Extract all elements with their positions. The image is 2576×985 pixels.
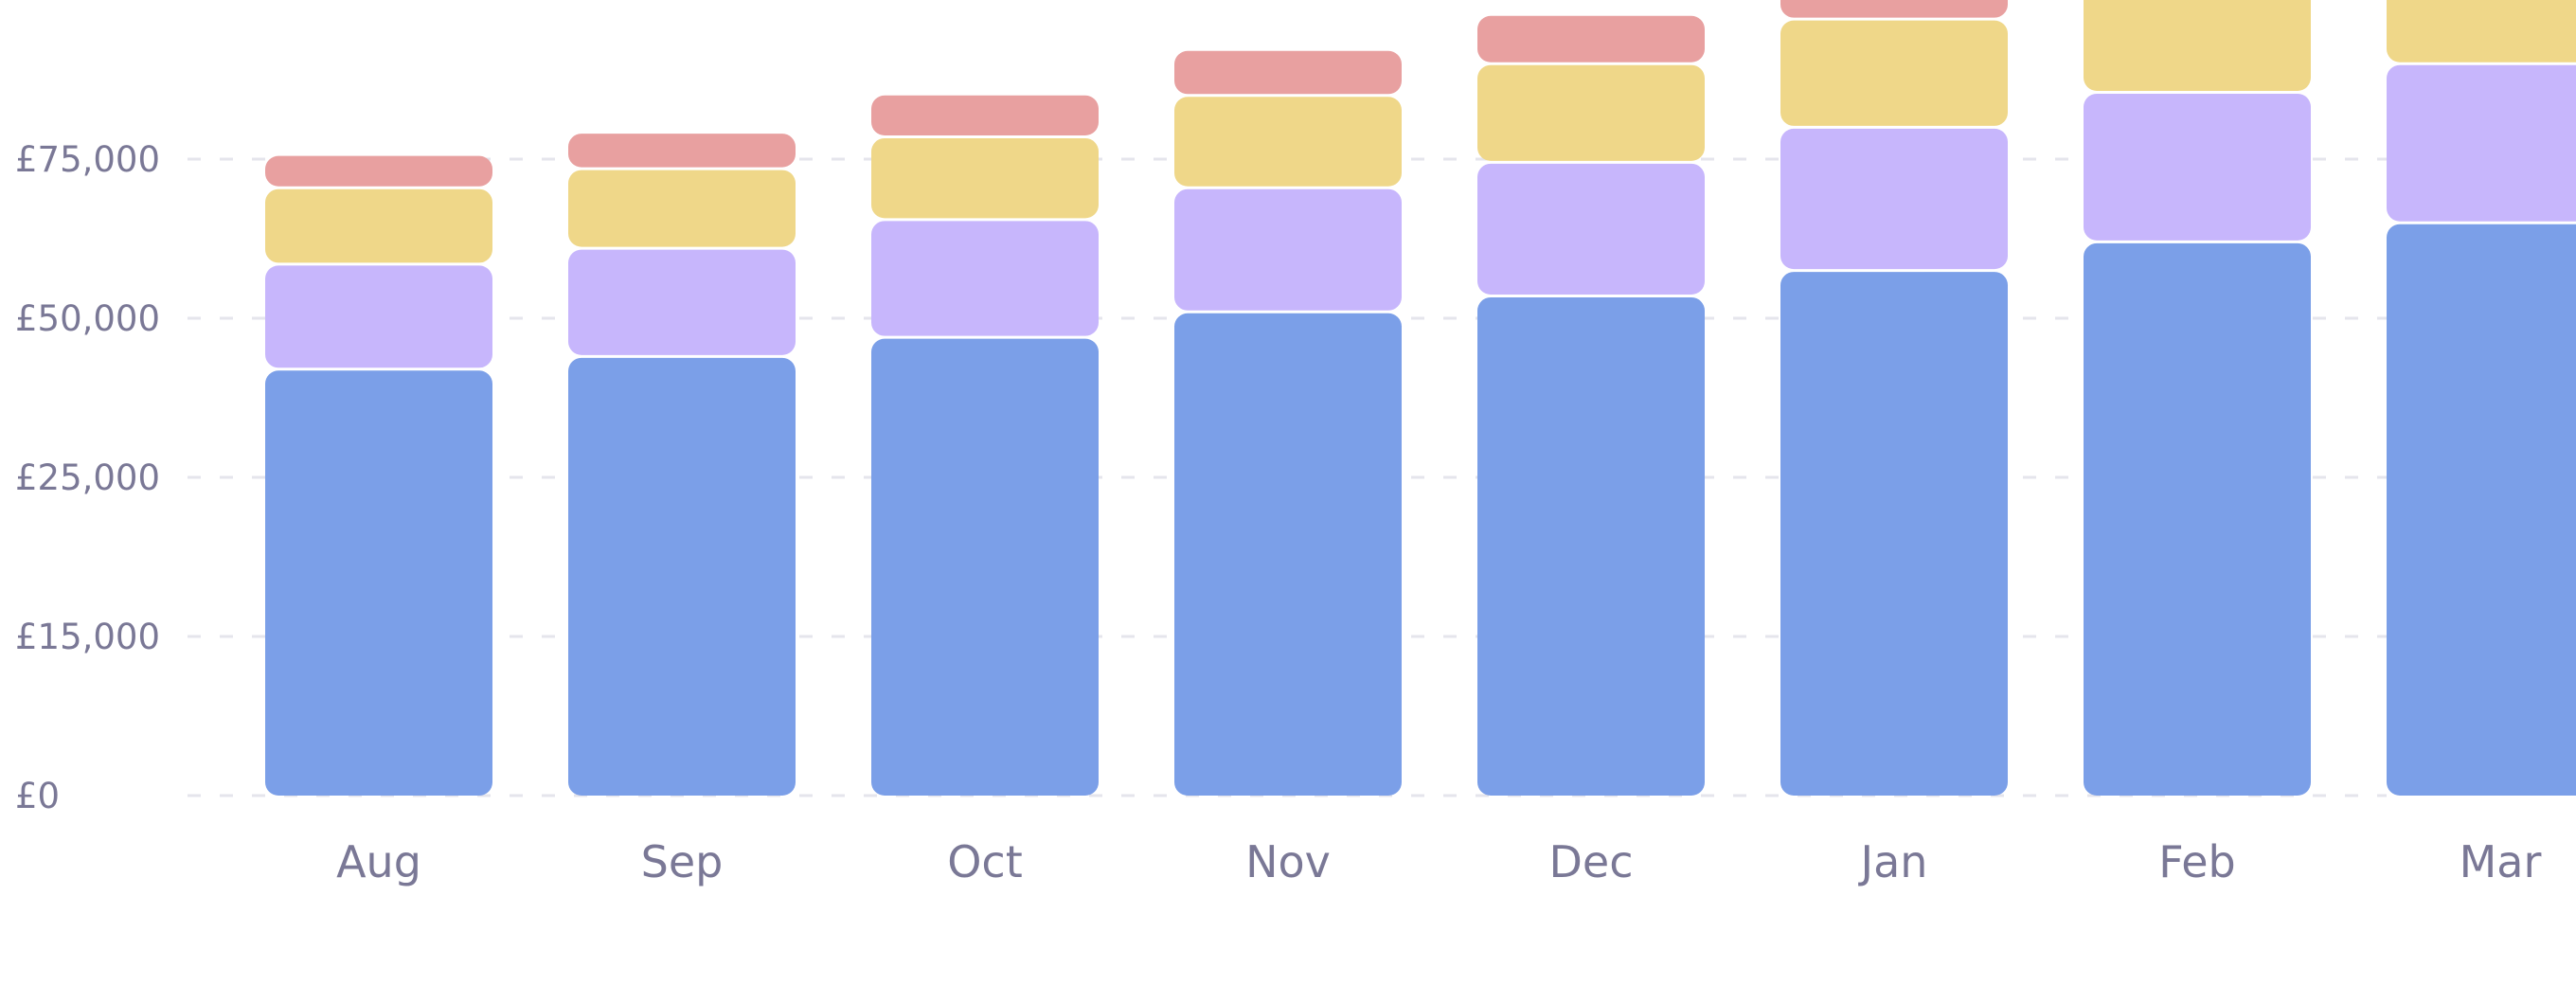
bar-segment-jan-s4[interactable]: [1780, 0, 2008, 18]
y-axis: £0 £15,000 £25,000 £50,000 £75,000: [15, 139, 160, 816]
bar-segment-oct-s1[interactable]: [871, 338, 1099, 796]
bar-segment-nov-s2[interactable]: [1174, 188, 1402, 311]
bar-segment-mar-s2[interactable]: [2387, 64, 2576, 222]
bars: [265, 0, 2576, 797]
x-tick-label: Feb: [2158, 836, 2235, 887]
bar-segment-nov-s1[interactable]: [1174, 313, 1402, 796]
bar-segment-feb-s2[interactable]: [2084, 93, 2311, 241]
bar-segment-dec-s2[interactable]: [1477, 163, 1705, 295]
bar-segment-sep-s3[interactable]: [568, 170, 796, 247]
x-tick-label: Oct: [947, 836, 1023, 887]
bar-segment-sep-s2[interactable]: [568, 249, 796, 355]
x-tick-label: Aug: [336, 836, 421, 887]
bar-segment-oct-s4[interactable]: [871, 95, 1099, 135]
bar-segment-aug-s4[interactable]: [265, 155, 492, 187]
y-tick-label: £0: [15, 776, 60, 816]
x-tick-label: Sep: [641, 836, 724, 887]
bar-segment-mar-s3[interactable]: [2387, 0, 2576, 63]
x-tick-label: Dec: [1548, 836, 1633, 887]
y-tick-label: £15,000: [15, 617, 160, 657]
bar-segment-aug-s2[interactable]: [265, 265, 492, 368]
bar-segment-feb-s3[interactable]: [2084, 0, 2311, 91]
bar-segment-oct-s3[interactable]: [871, 137, 1099, 219]
bar-segment-dec-s4[interactable]: [1477, 15, 1705, 63]
x-tick-label: Jan: [1858, 836, 1928, 887]
bar-segment-aug-s1[interactable]: [265, 370, 492, 796]
bar-segment-dec-s3[interactable]: [1477, 64, 1705, 161]
x-axis: Aug Sep Oct Nov Dec Jan Feb Mar: [336, 836, 2541, 887]
bar-segment-oct-s2[interactable]: [871, 221, 1099, 336]
bar-segment-nov-s3[interactable]: [1174, 97, 1402, 187]
bar-segment-feb-s1[interactable]: [2084, 242, 2311, 796]
bar-segment-sep-s1[interactable]: [568, 357, 796, 796]
bar-segment-jan-s2[interactable]: [1780, 128, 2008, 270]
y-tick-label: £50,000: [15, 298, 160, 339]
x-tick-label: Mar: [2460, 836, 2542, 887]
bar-segment-jan-s3[interactable]: [1780, 20, 2008, 126]
bar-segment-mar-s1[interactable]: [2387, 224, 2576, 796]
bar-segment-sep-s4[interactable]: [568, 134, 796, 168]
y-tick-label: £75,000: [15, 139, 160, 180]
bar-segment-aug-s3[interactable]: [265, 188, 492, 263]
bar-segment-nov-s4[interactable]: [1174, 50, 1402, 95]
bar-segment-dec-s1[interactable]: [1477, 296, 1705, 797]
bar-segment-jan-s1[interactable]: [1780, 272, 2008, 797]
y-tick-label: £25,000: [15, 457, 160, 498]
x-tick-label: Nov: [1245, 836, 1331, 887]
